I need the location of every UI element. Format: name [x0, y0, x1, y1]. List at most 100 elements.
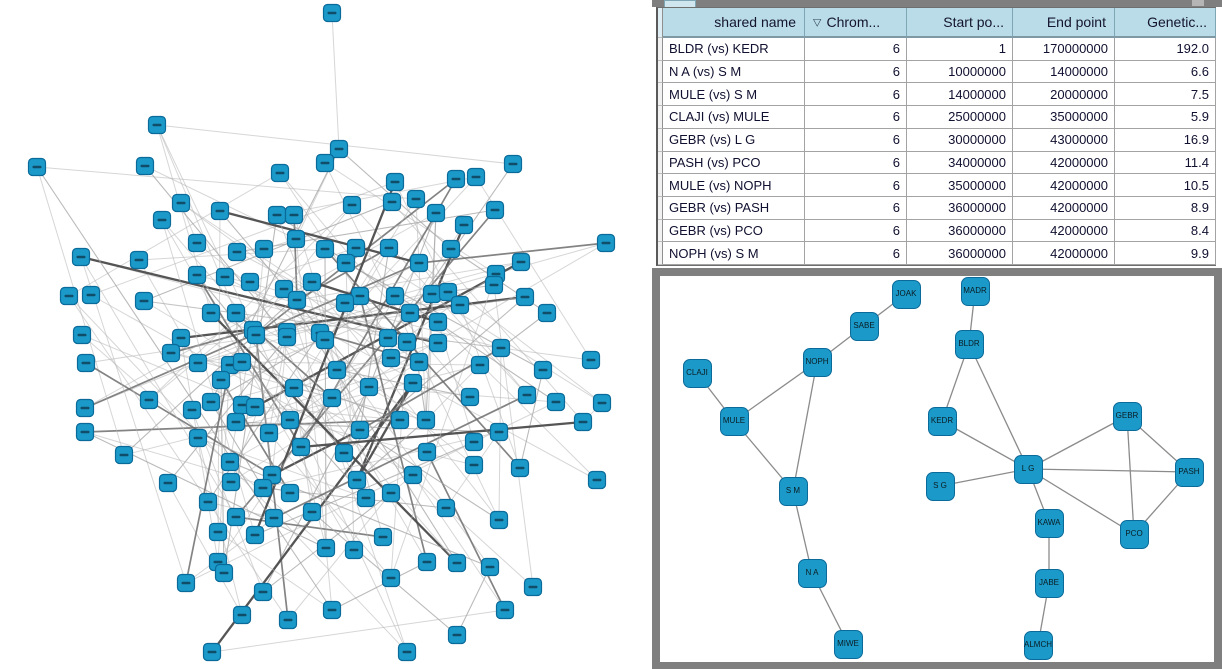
table-cell[interactable]: 6	[805, 196, 907, 220]
network-node[interactable]	[466, 167, 486, 187]
table-cell[interactable]: 42000000	[1013, 219, 1115, 243]
network-node[interactable]	[390, 410, 410, 430]
network-edge[interactable]	[311, 281, 500, 521]
network-node[interactable]	[470, 355, 490, 375]
network-node[interactable]	[460, 387, 480, 407]
network-node[interactable]	[315, 239, 335, 259]
network-edge[interactable]	[276, 214, 361, 431]
network-edge[interactable]	[459, 304, 521, 469]
network-node[interactable]	[447, 553, 467, 573]
table-cell[interactable]: 7.5	[1115, 83, 1216, 107]
network-edge[interactable]	[415, 198, 427, 421]
table-cell[interactable]: 8.9	[1115, 196, 1216, 220]
column-header-genetic-[interactable]: Genetic...	[1115, 8, 1216, 38]
network-node[interactable]	[171, 193, 191, 213]
network-edge[interactable]	[296, 261, 522, 301]
network-node[interactable]	[322, 388, 342, 408]
network-edge[interactable]	[1126, 415, 1135, 535]
network-node[interactable]	[215, 267, 235, 287]
network-node[interactable]	[286, 229, 306, 249]
network-node[interactable]	[350, 420, 370, 440]
network-node[interactable]	[226, 412, 246, 432]
network-node[interactable]	[322, 3, 342, 23]
network-edge[interactable]	[336, 369, 471, 398]
network-node[interactable]	[573, 412, 593, 432]
network-edge[interactable]	[359, 429, 500, 521]
network-node-miwe[interactable]: MIWE	[833, 629, 863, 659]
network-node[interactable]	[278, 610, 298, 630]
network-node[interactable]	[161, 343, 181, 363]
network-node[interactable]	[232, 352, 252, 372]
network-node[interactable]	[385, 172, 405, 192]
network-edge[interactable]	[792, 361, 818, 492]
network-edge[interactable]	[167, 482, 243, 616]
network-edge[interactable]	[279, 172, 471, 398]
table-cell[interactable]: 42000000	[1013, 242, 1115, 265]
network-node[interactable]	[581, 350, 601, 370]
network-edge[interactable]	[36, 166, 333, 611]
table-cell[interactable]: 42000000	[1013, 151, 1115, 175]
network-node[interactable]	[158, 473, 178, 493]
network-node[interactable]	[139, 390, 159, 410]
network-edge[interactable]	[36, 166, 417, 200]
network-node[interactable]	[240, 272, 260, 292]
network-node[interactable]	[533, 360, 553, 380]
network-edge[interactable]	[390, 273, 497, 579]
network-node[interactable]	[417, 552, 437, 572]
network-node-s-g[interactable]: S G	[925, 471, 955, 501]
network-node[interactable]	[214, 563, 234, 583]
network-edge[interactable]	[211, 609, 506, 653]
table-cell[interactable]: 6	[805, 151, 907, 175]
network-edge[interactable]	[36, 166, 125, 456]
network-node[interactable]	[426, 203, 446, 223]
network-node[interactable]	[397, 642, 417, 662]
table-cell[interactable]: 36000000	[907, 242, 1013, 265]
table-cell[interactable]: 6	[805, 242, 907, 265]
network-node[interactable]	[403, 373, 423, 393]
network-node[interactable]	[397, 332, 417, 352]
network-node[interactable]	[264, 508, 284, 528]
network-node[interactable]	[114, 445, 134, 465]
network-node[interactable]	[315, 330, 335, 350]
network-edge[interactable]	[185, 364, 231, 584]
panel-tab[interactable]	[664, 0, 696, 7]
network-edge[interactable]	[355, 247, 603, 404]
network-node[interactable]	[147, 115, 167, 135]
scrollbar-fragment[interactable]	[1192, 0, 1204, 6]
network-edge[interactable]	[359, 295, 428, 563]
table-cell[interactable]: 6	[805, 128, 907, 152]
network-edge[interactable]	[143, 300, 361, 431]
network-node[interactable]	[356, 488, 376, 508]
network-edge[interactable]	[249, 247, 357, 283]
network-edge[interactable]	[255, 248, 265, 336]
network-node[interactable]	[202, 642, 222, 662]
network-edge[interactable]	[356, 419, 427, 481]
network-node[interactable]	[72, 325, 92, 345]
network-node[interactable]	[254, 239, 274, 259]
network-node[interactable]	[81, 285, 101, 305]
network-edge[interactable]	[1027, 468, 1190, 473]
network-node[interactable]	[346, 238, 366, 258]
network-node[interactable]	[187, 265, 207, 285]
network-node[interactable]	[373, 527, 393, 547]
network-edge[interactable]	[262, 431, 500, 489]
table-cell[interactable]: CLAJI (vs) MULE	[663, 106, 805, 129]
network-node[interactable]	[329, 139, 349, 159]
network-node[interactable]	[409, 352, 429, 372]
table-cell[interactable]: 10000000	[907, 60, 1013, 84]
network-node[interactable]	[232, 605, 252, 625]
column-header-start-po-[interactable]: Start po...	[907, 8, 1013, 38]
network-node[interactable]	[428, 333, 448, 353]
table-cell[interactable]: 43000000	[1013, 128, 1115, 152]
table-cell[interactable]: 6	[805, 174, 907, 197]
network-node[interactable]	[485, 200, 505, 220]
network-node[interactable]	[441, 239, 461, 259]
network-edge[interactable]	[519, 369, 544, 469]
network-node[interactable]	[152, 210, 172, 230]
network-node[interactable]	[135, 156, 155, 176]
network-node[interactable]	[245, 525, 265, 545]
table-cell[interactable]: 6	[805, 83, 907, 107]
network-node[interactable]	[409, 253, 429, 273]
network-edge[interactable]	[81, 334, 256, 408]
network-node[interactable]	[381, 483, 401, 503]
